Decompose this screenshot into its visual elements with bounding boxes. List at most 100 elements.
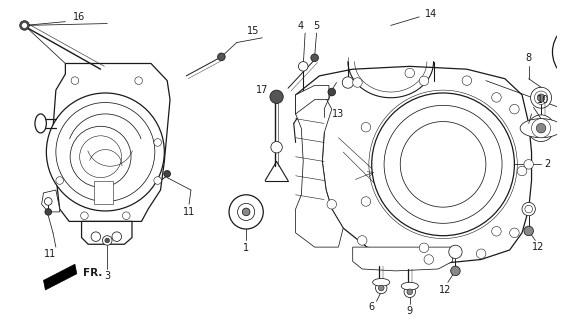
- Text: 17: 17: [256, 85, 269, 95]
- Circle shape: [535, 91, 548, 104]
- Circle shape: [449, 245, 462, 259]
- Circle shape: [154, 177, 161, 184]
- Circle shape: [242, 208, 250, 216]
- Circle shape: [46, 93, 164, 211]
- Ellipse shape: [373, 278, 390, 286]
- Text: 1: 1: [243, 243, 249, 253]
- Circle shape: [91, 232, 101, 241]
- Circle shape: [462, 76, 472, 85]
- Circle shape: [510, 104, 519, 114]
- Circle shape: [135, 77, 142, 84]
- Circle shape: [361, 123, 371, 132]
- Text: 9: 9: [407, 306, 413, 316]
- Circle shape: [376, 282, 387, 294]
- Ellipse shape: [520, 119, 562, 138]
- Circle shape: [528, 115, 555, 141]
- Circle shape: [476, 249, 486, 259]
- Circle shape: [56, 102, 155, 202]
- Circle shape: [81, 212, 88, 220]
- Text: 12: 12: [439, 285, 451, 295]
- Circle shape: [384, 105, 502, 223]
- Ellipse shape: [401, 282, 418, 290]
- Circle shape: [270, 90, 283, 103]
- Circle shape: [70, 126, 131, 187]
- Circle shape: [238, 203, 254, 220]
- Circle shape: [154, 139, 161, 146]
- Text: 15: 15: [247, 26, 259, 36]
- Circle shape: [44, 198, 52, 205]
- Circle shape: [371, 93, 514, 236]
- Circle shape: [524, 160, 534, 169]
- Circle shape: [404, 286, 415, 298]
- Circle shape: [218, 53, 225, 61]
- Polygon shape: [53, 63, 170, 221]
- Circle shape: [407, 289, 412, 295]
- Circle shape: [400, 122, 486, 207]
- Circle shape: [522, 202, 535, 216]
- Text: 3: 3: [104, 271, 111, 281]
- Circle shape: [102, 236, 112, 245]
- Circle shape: [353, 78, 362, 87]
- Circle shape: [271, 141, 283, 153]
- Circle shape: [510, 228, 519, 237]
- Circle shape: [45, 209, 51, 215]
- Circle shape: [357, 236, 367, 245]
- Circle shape: [164, 171, 170, 177]
- Circle shape: [424, 255, 433, 264]
- Polygon shape: [42, 190, 60, 212]
- Circle shape: [532, 119, 550, 138]
- Text: 5: 5: [314, 21, 319, 31]
- Circle shape: [450, 266, 460, 276]
- Text: FR.: FR.: [83, 268, 102, 278]
- Circle shape: [537, 94, 545, 101]
- FancyArrowPatch shape: [48, 270, 73, 283]
- Polygon shape: [295, 85, 329, 114]
- Text: 11: 11: [183, 207, 195, 217]
- Polygon shape: [295, 95, 343, 247]
- Text: 14: 14: [425, 9, 437, 19]
- Circle shape: [71, 77, 79, 84]
- Text: 4: 4: [297, 21, 304, 31]
- Circle shape: [229, 195, 263, 229]
- Ellipse shape: [35, 114, 46, 133]
- Circle shape: [419, 243, 429, 252]
- Circle shape: [369, 90, 517, 238]
- Circle shape: [536, 124, 546, 133]
- Circle shape: [419, 76, 429, 86]
- Circle shape: [361, 197, 371, 206]
- Circle shape: [112, 232, 122, 241]
- Circle shape: [405, 68, 415, 78]
- Polygon shape: [295, 66, 532, 263]
- Polygon shape: [81, 221, 132, 244]
- Circle shape: [552, 22, 585, 83]
- Circle shape: [492, 93, 501, 102]
- Circle shape: [378, 285, 384, 291]
- Text: 2: 2: [545, 159, 551, 169]
- Circle shape: [492, 227, 501, 236]
- Polygon shape: [43, 264, 77, 290]
- Circle shape: [531, 87, 552, 108]
- Circle shape: [56, 177, 64, 184]
- Circle shape: [524, 226, 534, 236]
- Text: 6: 6: [369, 302, 375, 312]
- Circle shape: [328, 88, 336, 96]
- Circle shape: [574, 44, 585, 61]
- Circle shape: [311, 54, 318, 61]
- Circle shape: [342, 77, 354, 88]
- Polygon shape: [94, 180, 113, 204]
- Text: 10: 10: [537, 95, 549, 105]
- Circle shape: [105, 238, 109, 243]
- Circle shape: [298, 61, 308, 71]
- Circle shape: [560, 29, 585, 75]
- Circle shape: [80, 136, 122, 178]
- Circle shape: [22, 23, 27, 28]
- Circle shape: [20, 21, 29, 30]
- Circle shape: [525, 205, 532, 213]
- Text: 16: 16: [73, 12, 85, 22]
- Text: 8: 8: [526, 53, 532, 63]
- Circle shape: [122, 212, 130, 220]
- Text: 12: 12: [532, 242, 545, 252]
- Text: 11: 11: [44, 249, 56, 259]
- Polygon shape: [353, 247, 453, 271]
- Circle shape: [579, 48, 585, 56]
